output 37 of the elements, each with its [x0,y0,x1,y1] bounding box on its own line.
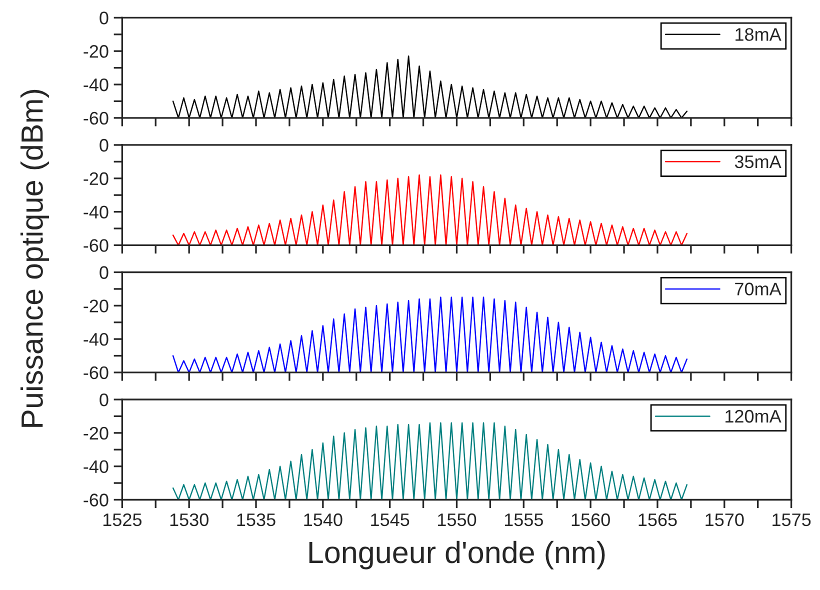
y-tick-label: 0 [100,266,108,279]
x-tick-label: 1535 [237,513,276,526]
x-tick-label: 1575 [772,514,811,526]
legend-label: 35mA [734,155,782,168]
x-tick-label: 1570 [706,513,744,526]
y-tick-label: -40 [84,460,108,474]
line-series [172,422,688,500]
x-tick-label: 1540 [304,513,342,526]
x-tick-label: 1555 [504,514,543,526]
line-series [172,296,688,372]
legend-label: 18mA [736,28,782,41]
y-tick-label: -60 [84,112,108,125]
x-tick-label: 1525 [103,513,142,526]
y-tick-label: 0 [100,393,108,406]
line-series [172,55,688,118]
x-tick-label: 1530 [170,513,208,526]
y-axis-title: Puissance optique (dBm) [20,90,49,427]
y-tick-label: -20 [84,426,108,440]
x-tick-label: 1565 [638,513,677,526]
x-axis-title: Longueur d'onde (nm) [309,540,605,570]
y-tick-label: 0 [100,138,108,152]
x-tick-label: 1550 [438,513,476,526]
y-tick-label: -60 [84,239,108,252]
y-tick-label: -60 [84,366,108,380]
y-tick-label: -40 [84,206,108,218]
x-tick-label: 1560 [572,513,610,526]
line-series [172,174,688,246]
y-tick-label: -60 [84,494,108,506]
y-tick-label: -40 [84,332,108,346]
legend-label: 70mA [735,282,782,296]
y-tick-label: -20 [84,300,108,312]
y-tick-label: -20 [84,172,108,186]
y-tick-label: -40 [84,78,108,92]
y-tick-label: -20 [84,45,108,58]
legend-label: 120mA [726,410,782,423]
y-tick-label: 0 [100,12,108,24]
x-tick-label: 1545 [371,514,410,526]
